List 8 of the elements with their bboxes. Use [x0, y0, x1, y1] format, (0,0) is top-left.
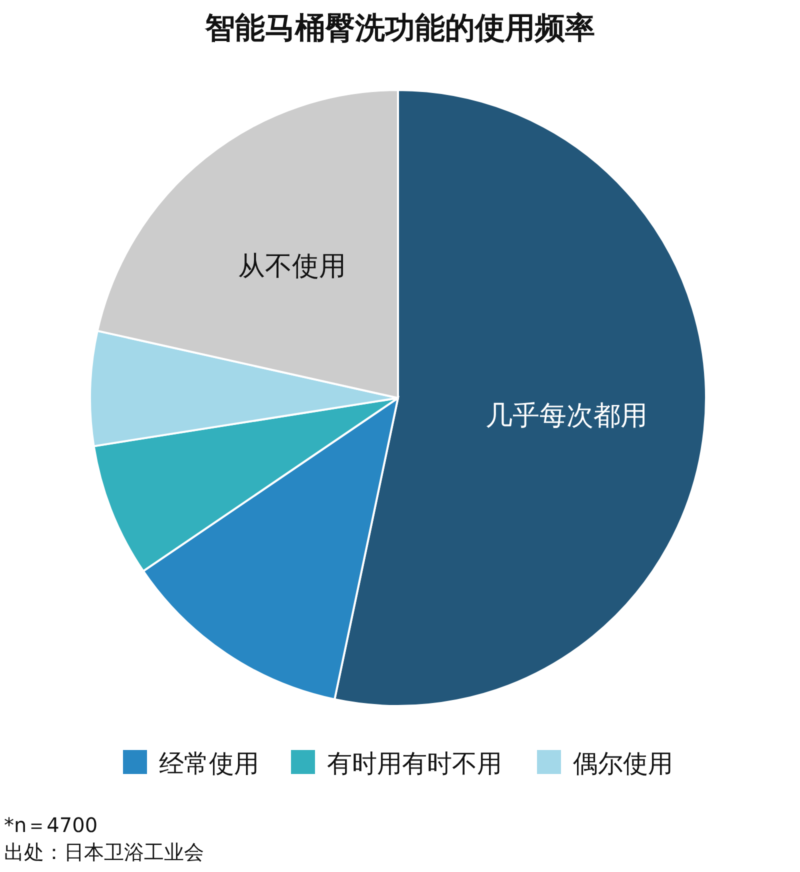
slice-label: 几乎每次都用: [485, 400, 648, 432]
legend-label: 经常使用: [159, 749, 259, 778]
chart-title: 智能马桶臀洗功能的使用频率: [204, 11, 595, 46]
legend-label: 有时用有时不用: [327, 749, 502, 778]
text: 出处：日本卫浴工业会: [4, 840, 204, 864]
text: *n＝4700: [4, 813, 98, 837]
slice-label: 从不使用: [238, 250, 346, 282]
legend-label: 偶尔使用: [573, 749, 673, 778]
